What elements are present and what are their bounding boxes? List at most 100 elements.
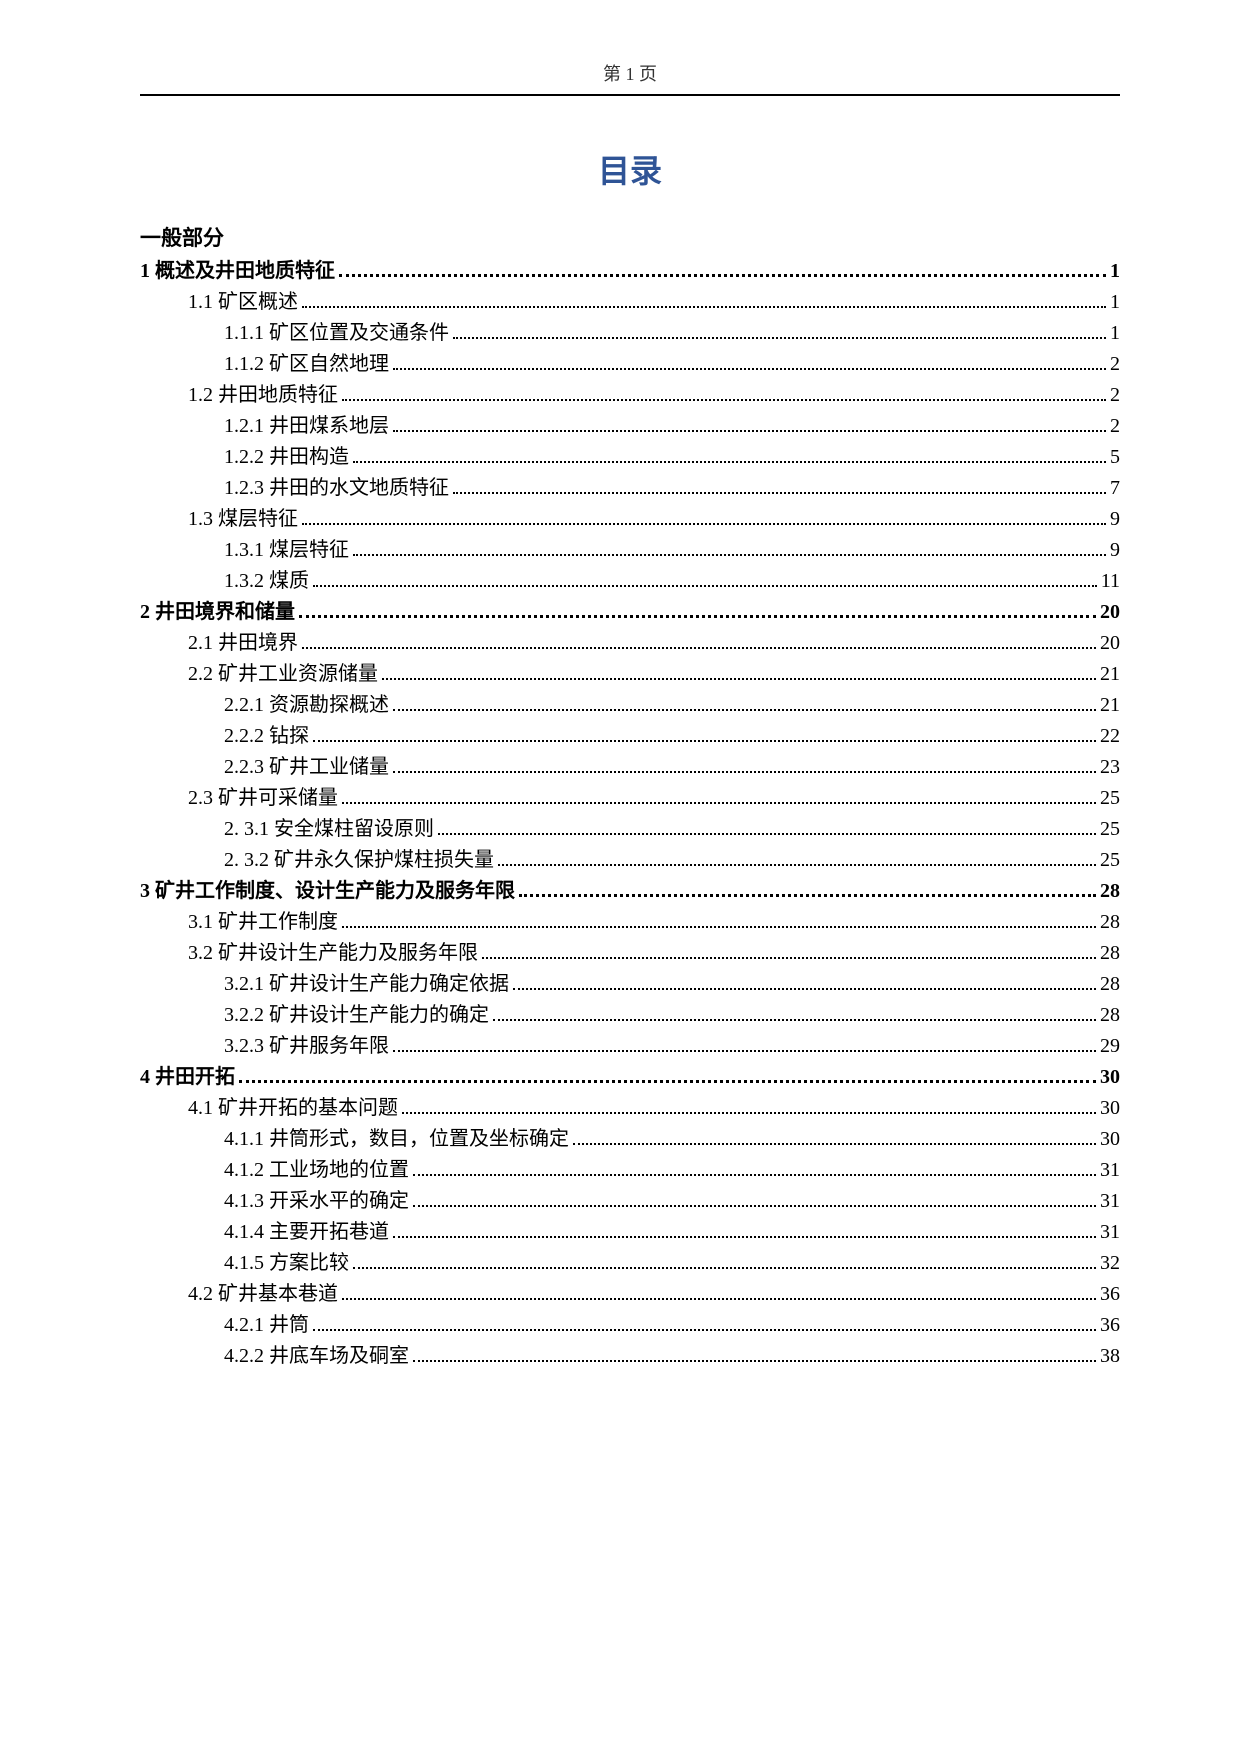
- toc-entry-page: 31: [1100, 1217, 1120, 1248]
- toc-entry: 1 概述及井田地质特征 1: [140, 256, 1120, 287]
- toc-entry: 3 矿井工作制度、设计生产能力及服务年限 28: [140, 876, 1120, 907]
- toc-leader-dots: [453, 337, 1106, 339]
- toc-entry-label: 3.1 矿井工作制度: [188, 907, 338, 938]
- toc-leader-dots: [382, 678, 1096, 680]
- toc-leader-dots: [393, 368, 1106, 370]
- toc-entry-label: 4.1.1 井筒形式，数目，位置及坐标确定: [224, 1124, 569, 1155]
- toc-entry-page: 28: [1100, 969, 1120, 1000]
- toc-entry-page: 31: [1100, 1155, 1120, 1186]
- toc-entry-page: 23: [1100, 752, 1120, 783]
- toc-entry: 4.1.1 井筒形式，数目，位置及坐标确定 30: [224, 1124, 1120, 1155]
- toc-entry: 4.1.5 方案比较 32: [224, 1248, 1120, 1279]
- toc-entry-label: 1.3.1 煤层特征: [224, 535, 349, 566]
- toc-entry-page: 28: [1100, 907, 1120, 938]
- toc-entry-label: 3.2.1 矿井设计生产能力确定依据: [224, 969, 509, 1000]
- toc-entry: 3.2.3 矿井服务年限 29: [224, 1031, 1120, 1062]
- toc-leader-dots: [302, 523, 1106, 525]
- toc-entry: 2 井田境界和储量 20: [140, 597, 1120, 628]
- toc-entry: 1.1.1 矿区位置及交通条件 1: [224, 318, 1120, 349]
- toc-entry: 1.2.2 井田构造 5: [224, 442, 1120, 473]
- toc-entry-page: 2: [1110, 411, 1120, 442]
- toc-leader-dots: [302, 306, 1106, 308]
- toc-entry-label: 1.2.1 井田煤系地层: [224, 411, 389, 442]
- toc-entry: 2.2.2 钻探 22: [224, 721, 1120, 752]
- toc-entry-page: 1: [1110, 256, 1120, 287]
- toc-entry: 1.3 煤层特征 9: [188, 504, 1120, 535]
- toc-entry: 1.2 井田地质特征 2: [188, 380, 1120, 411]
- toc-leader-dots: [519, 894, 1096, 897]
- toc-leader-dots: [313, 1329, 1096, 1331]
- toc-entry: 1.3.1 煤层特征 9: [224, 535, 1120, 566]
- toc-leader-dots: [342, 926, 1096, 928]
- toc-entry: 2.2 矿井工业资源储量 21: [188, 659, 1120, 690]
- toc-entry: 2.2.3 矿井工业储量 23: [224, 752, 1120, 783]
- toc-entry-label: 1.3 煤层特征: [188, 504, 298, 535]
- toc-leader-dots: [342, 399, 1106, 401]
- toc-entry-page: 32: [1100, 1248, 1120, 1279]
- toc-leader-dots: [498, 864, 1096, 866]
- toc-leader-dots: [413, 1174, 1096, 1176]
- table-of-contents: 1 概述及井田地质特征 11.1 矿区概述 11.1.1 矿区位置及交通条件 1…: [140, 256, 1120, 1372]
- toc-entry-page: 36: [1100, 1279, 1120, 1310]
- toc-entry-page: 9: [1110, 504, 1120, 535]
- toc-title: 目录: [140, 146, 1120, 192]
- toc-entry-label: 4 井田开拓: [140, 1062, 235, 1093]
- toc-leader-dots: [413, 1205, 1096, 1207]
- toc-entry-page: 1: [1110, 287, 1120, 318]
- toc-entry: 4.1 矿井开拓的基本问题 30: [188, 1093, 1120, 1124]
- toc-entry: 1.2.3 井田的水文地质特征 7: [224, 473, 1120, 504]
- toc-entry: 1.1.2 矿区自然地理 2: [224, 349, 1120, 380]
- toc-entry: 1.2.1 井田煤系地层 2: [224, 411, 1120, 442]
- toc-entry-label: 4.2.2 井底车场及硐室: [224, 1341, 409, 1372]
- toc-entry: 4.1.2 工业场地的位置 31: [224, 1155, 1120, 1186]
- toc-entry-label: 2.2.2 钻探: [224, 721, 309, 752]
- toc-leader-dots: [393, 1050, 1096, 1052]
- toc-entry: 2.2.1 资源勘探概述 21: [224, 690, 1120, 721]
- toc-entry-page: 9: [1110, 535, 1120, 566]
- toc-entry: 1.3.2 煤质 11: [224, 566, 1120, 597]
- toc-entry-label: 1.2 井田地质特征: [188, 380, 338, 411]
- toc-entry-label: 1.1 矿区概述: [188, 287, 298, 318]
- toc-entry-page: 21: [1100, 690, 1120, 721]
- toc-entry-label: 3.2.3 矿井服务年限: [224, 1031, 389, 1062]
- toc-entry: 2. 3.2 矿井永久保护煤柱损失量 25: [224, 845, 1120, 876]
- toc-entry-label: 1.3.2 煤质: [224, 566, 309, 597]
- toc-entry-label: 2.3 矿井可采储量: [188, 783, 338, 814]
- toc-entry: 4 井田开拓 30: [140, 1062, 1120, 1093]
- toc-entry: 4.2 矿井基本巷道 36: [188, 1279, 1120, 1310]
- toc-entry: 4.1.4 主要开拓巷道 31: [224, 1217, 1120, 1248]
- toc-entry-label: 4.1.3 开采水平的确定: [224, 1186, 409, 1217]
- toc-entry-page: 30: [1100, 1093, 1120, 1124]
- toc-entry-page: 11: [1101, 566, 1120, 597]
- toc-leader-dots: [493, 1019, 1096, 1021]
- toc-entry-page: 25: [1100, 783, 1120, 814]
- toc-leader-dots: [393, 430, 1106, 432]
- toc-entry: 4.2.1 井筒 36: [224, 1310, 1120, 1341]
- toc-entry: 2.1 井田境界 20: [188, 628, 1120, 659]
- toc-entry-label: 4.1.4 主要开拓巷道: [224, 1217, 389, 1248]
- toc-entry: 1.1 矿区概述 1: [188, 287, 1120, 318]
- toc-leader-dots: [573, 1143, 1096, 1145]
- toc-leader-dots: [342, 802, 1096, 804]
- toc-entry-page: 2: [1110, 380, 1120, 411]
- toc-leader-dots: [302, 647, 1096, 649]
- toc-entry-page: 1: [1110, 318, 1120, 349]
- toc-leader-dots: [339, 274, 1106, 277]
- toc-entry: 3.2 矿井设计生产能力及服务年限 28: [188, 938, 1120, 969]
- toc-entry-page: 36: [1100, 1310, 1120, 1341]
- toc-entry-page: 30: [1100, 1062, 1120, 1093]
- toc-leader-dots: [342, 1298, 1096, 1300]
- toc-entry-page: 20: [1100, 628, 1120, 659]
- section-label: 一般部分: [140, 222, 1120, 252]
- toc-leader-dots: [393, 709, 1096, 711]
- toc-entry-label: 4.1.5 方案比较: [224, 1248, 349, 1279]
- toc-leader-dots: [413, 1360, 1096, 1362]
- toc-entry-label: 2 井田境界和储量: [140, 597, 295, 628]
- toc-entry-label: 2. 3.1 安全煤柱留设原则: [224, 814, 434, 845]
- toc-entry: 3.1 矿井工作制度 28: [188, 907, 1120, 938]
- toc-leader-dots: [393, 771, 1096, 773]
- toc-entry-label: 1.2.2 井田构造: [224, 442, 349, 473]
- toc-entry-label: 2.2.1 资源勘探概述: [224, 690, 389, 721]
- toc-entry-label: 1.1.2 矿区自然地理: [224, 349, 389, 380]
- toc-entry-label: 4.2.1 井筒: [224, 1310, 309, 1341]
